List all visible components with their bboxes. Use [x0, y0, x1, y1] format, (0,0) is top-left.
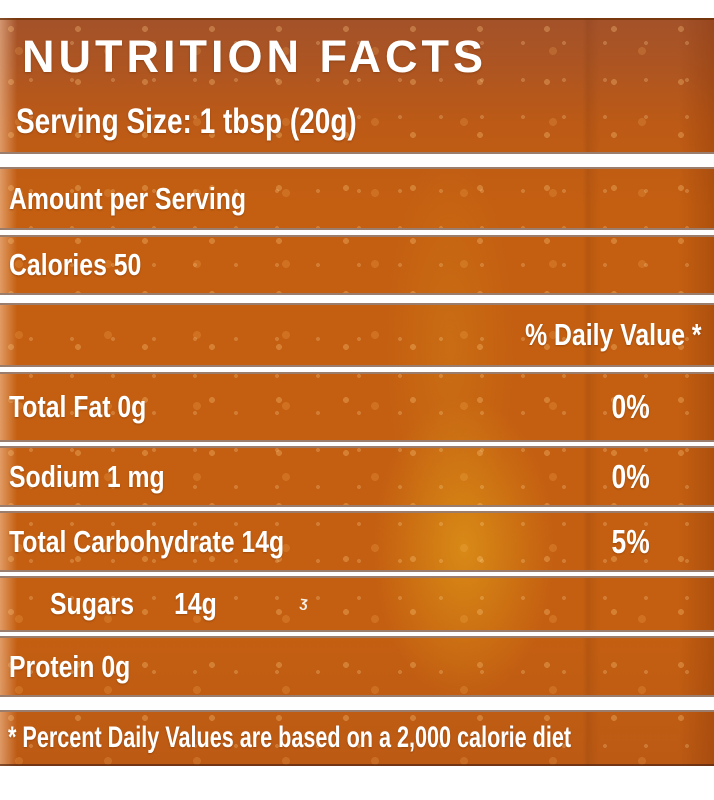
divider-thin-4 — [0, 505, 714, 513]
daily-value-header-band: % Daily Value * — [0, 305, 714, 365]
serving-size-text: Serving Size: 1 tbsp (20g) — [16, 102, 357, 141]
divider-thin-2 — [0, 365, 714, 374]
total-carbohydrate-dv: 5% — [611, 522, 650, 560]
divider-medium-1 — [0, 293, 714, 305]
calories-band: Calories 50 — [0, 237, 714, 293]
total-fat-dv: 0% — [611, 388, 650, 425]
header-band: NUTRITION FACTS Serving Size: 1 tbsp (20… — [0, 20, 714, 152]
sodium-dv: 0% — [611, 457, 650, 495]
sodium-text: Sodium 1 mg — [9, 458, 165, 494]
divider-thin-3 — [0, 440, 714, 448]
print-smudge: ʒ — [298, 593, 310, 612]
divider-thin-5 — [0, 570, 714, 578]
sugars-text: Sugars — [50, 586, 135, 621]
daily-value-header-text: % Daily Value * — [525, 317, 702, 352]
divider-thin-6 — [0, 630, 714, 638]
divider-thin-1 — [0, 228, 714, 237]
footnote-text: * Percent Daily Values are based on a 2,… — [8, 721, 572, 754]
total-fat-text: Total Fat 0g — [9, 389, 147, 424]
calories-text: Calories 50 — [9, 247, 142, 282]
protein-row: Protein 0g — [0, 638, 714, 695]
panel-title: NUTRITION FACTS — [22, 31, 487, 82]
amount-per-serving-band: Amount per Serving — [0, 169, 714, 228]
sugars-row: Sugars 14g ʒ — [0, 578, 714, 630]
footnote-band: * Percent Daily Values are based on a 2,… — [0, 712, 714, 764]
divider-thick-top — [0, 152, 714, 169]
serving-size-line: Serving Size: 1 tbsp (20g) — [0, 102, 714, 142]
sugars-line: Sugars 14g — [50, 586, 217, 622]
nutrition-facts-panel: NUTRITION FACTS Serving Size: 1 tbsp (20… — [0, 18, 714, 766]
protein-text: Protein 0g — [9, 648, 131, 684]
total-fat-row: Total Fat 0g 0% — [0, 374, 714, 440]
sugars-amount: 14g — [174, 586, 217, 621]
total-carbohydrate-text: Total Carbohydrate 14g — [9, 523, 285, 559]
total-carbohydrate-row: Total Carbohydrate 14g 5% — [0, 513, 714, 570]
sodium-row: Sodium 1 mg 0% — [0, 448, 714, 505]
divider-thick-bottom — [0, 695, 714, 712]
amount-per-serving-text: Amount per Serving — [9, 180, 247, 216]
